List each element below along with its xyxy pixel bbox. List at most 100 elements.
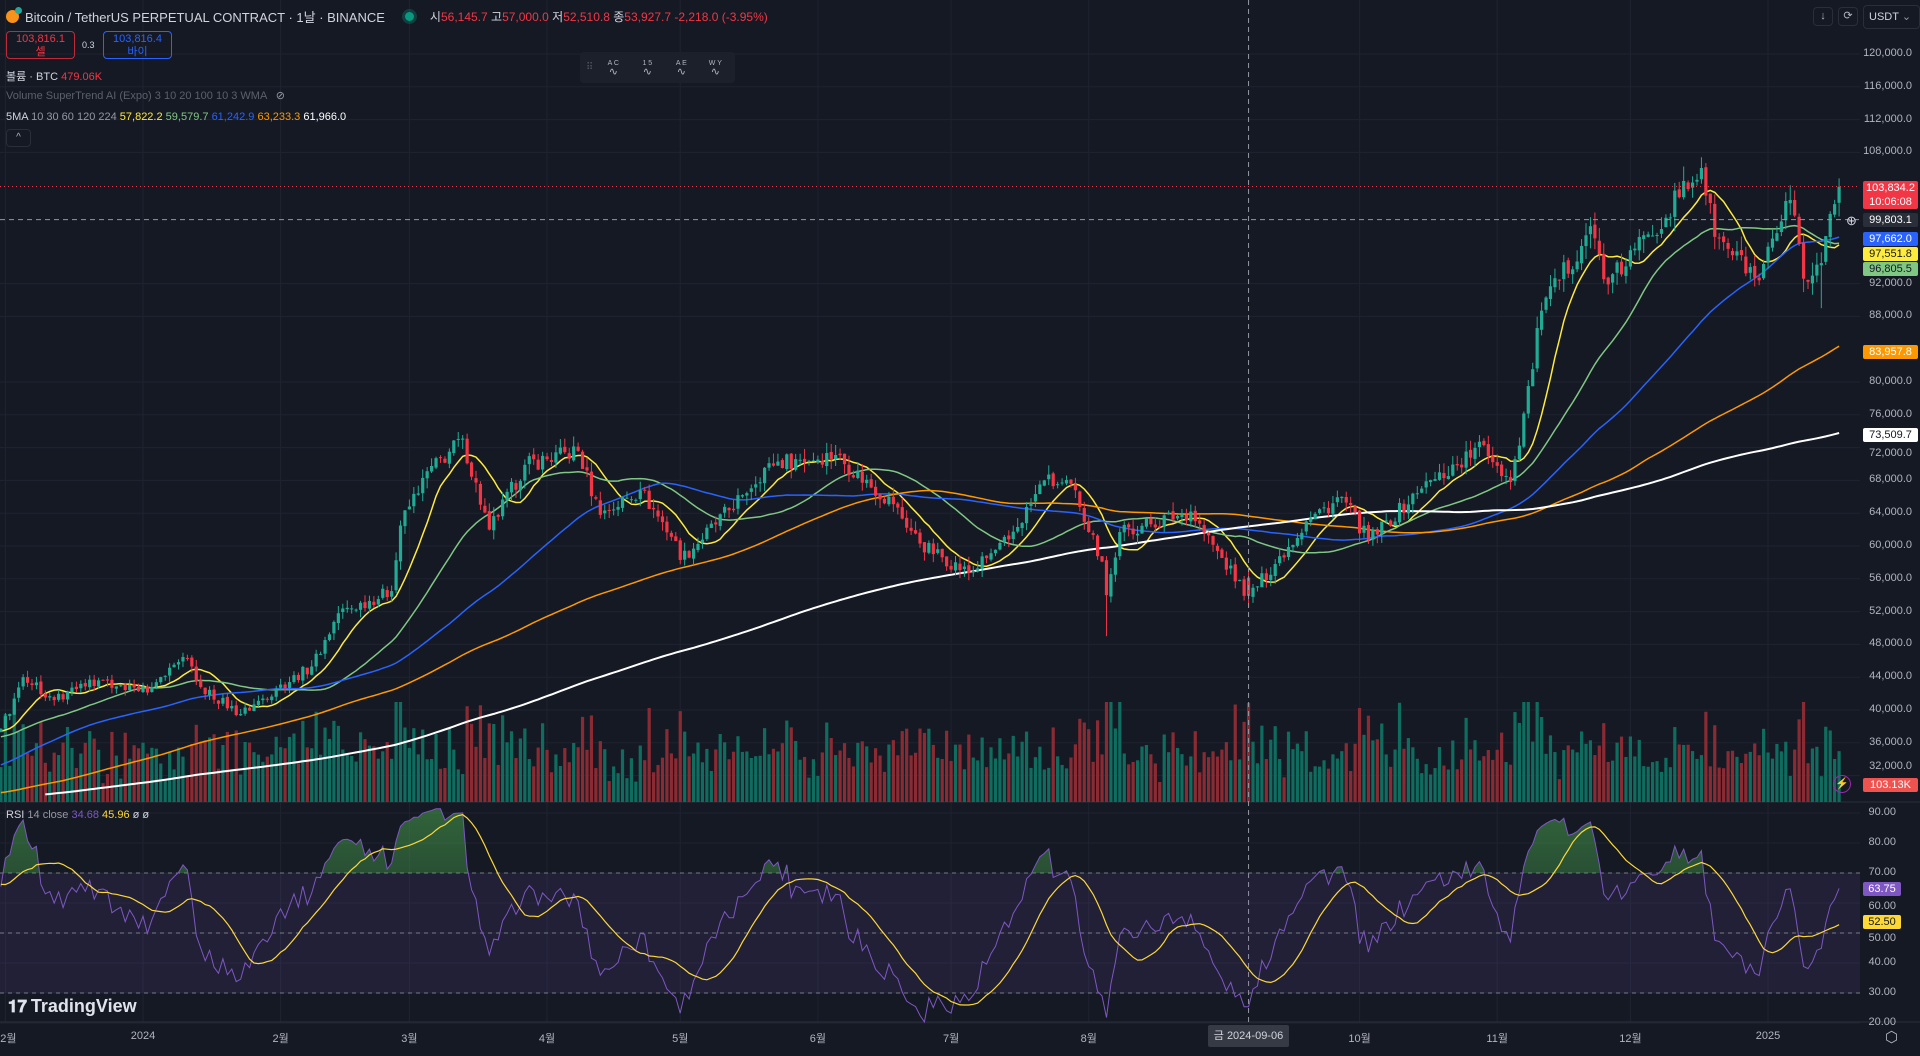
symbol-title[interactable]: Bitcoin / TetherUS PERPETUAL CONTRACT · … [25,10,385,25]
candle [1331,503,1335,514]
candle [1104,560,1109,596]
volume-bar [1122,753,1126,802]
volume-bar [1180,754,1184,802]
volume-bar [150,747,154,802]
volume-bar [225,731,229,802]
candle [669,532,673,537]
volume-bar [1455,769,1459,802]
volume-bar [190,744,194,802]
eye-off-icon[interactable]: ⊘ [275,90,285,102]
volume-bar [509,731,514,802]
volume-bar [119,778,123,802]
collapse-legend-button[interactable]: ^ [6,129,31,147]
candle [1690,182,1695,188]
volume-bar [1624,757,1628,802]
floating-toolbar[interactable]: ⠿ A C ∿ 1 5 ∿ A E ∿ W Y ∿ [580,52,735,83]
time-axis-label: 12월 [1619,1033,1642,1045]
candle [696,543,700,550]
candle [576,446,580,451]
drag-handle-icon[interactable]: ⠿ [586,62,594,73]
volume-bar [385,741,389,802]
settings-icon[interactable]: ⬡ [1885,1029,1899,1046]
toolbar-item[interactable]: 1 5 ∿ [642,59,653,78]
volume-bar [1562,750,1566,802]
volume-bar [1664,757,1668,802]
candle [1766,246,1770,263]
toolbar-item[interactable]: W Y ∿ [708,59,722,78]
candle [1464,451,1468,468]
volume-bar [1113,728,1117,802]
lightning-icon[interactable]: ⚡ [1833,775,1851,793]
candle [985,555,989,559]
volume-bar [274,736,278,802]
volume-bar [1118,702,1122,802]
candle [1824,236,1828,262]
symbol-header[interactable]: Bitcoin / TetherUS PERPETUAL CONTRACT · … [6,7,768,26]
volume-bar [354,761,358,802]
candle [1207,532,1211,536]
ma-legend[interactable]: 5MA 10 30 60 120 224 57,822.2 59,579.7 6… [6,111,347,123]
candle [1548,286,1553,300]
volume-bar [1468,749,1473,802]
candle [789,453,793,469]
rsi-legend[interactable]: RSI 14 close 34.68 45.96 ø ø [6,809,150,821]
candle [625,497,629,499]
volume-bar [705,748,709,802]
scroll-to-latest-button[interactable]: ↓ [1813,7,1833,26]
volume-bar [492,723,496,802]
candle [1446,476,1450,480]
candle [1397,502,1402,523]
candle [208,689,212,696]
volume-bar [1801,702,1806,802]
candle [767,463,771,468]
toolbar-item[interactable]: A E ∿ [675,59,687,78]
volume-bar [1255,763,1260,802]
volume-bar [79,753,83,802]
pattern-icon: ∿ [608,65,618,78]
candle [1735,251,1739,256]
candle [1491,456,1495,463]
volume-bar [1726,751,1730,802]
volume-bar [1619,736,1624,802]
volume-bar [1473,740,1477,802]
tradingview-logo[interactable]: 𝟏𝟕 TradingView [8,996,137,1016]
reset-chart-button[interactable]: ⟳ [1838,7,1858,26]
volume-legend[interactable]: 볼륨 · BTC 479.06K [6,71,103,83]
candle [860,471,864,483]
candle [1575,261,1579,270]
rsi-line [0,808,1840,1024]
candle [1726,242,1730,249]
toolbar-item[interactable]: A C ∿ [607,59,619,78]
candle [1029,502,1033,506]
volume-bar [607,781,611,802]
volume-bar [1579,731,1584,802]
candle [1255,586,1260,588]
volume-bar [1344,743,1348,802]
candle [1309,518,1313,522]
volume-bar [83,742,87,802]
volume-bar [381,751,385,802]
volume-bar [221,745,225,802]
buy-button[interactable]: 103,816.4 바이 [103,31,172,59]
crosshair-price-badge: 99,803.1 [1863,213,1918,227]
candle [1260,573,1264,588]
volume-bar [1655,761,1659,802]
volume-bar [1442,765,1446,802]
sell-button[interactable]: 103,816.1 셀 [6,31,75,59]
volume-bar [736,736,740,802]
volume-bar [456,769,460,802]
add-alert-icon[interactable]: ⊕ [1846,213,1857,228]
rsi-axis-label: 30.00 [1868,986,1896,998]
volume-bar [172,769,176,802]
currency-select[interactable]: USDT ⌄ [1863,5,1920,29]
reset-icon: ⟳ [1843,10,1853,22]
volume-bar [989,747,993,802]
candle [1047,474,1051,480]
ma120-line [0,345,1840,794]
candle [256,700,261,706]
candle [1682,180,1686,198]
volume-bar [896,755,900,802]
ohlc-readout: 시56,145.7 고57,000.0 저52,510.8 종53,927.7 … [429,10,768,24]
supertrend-legend[interactable]: Volume SuperTrend AI (Expo) 3 10 20 100 … [6,90,285,102]
